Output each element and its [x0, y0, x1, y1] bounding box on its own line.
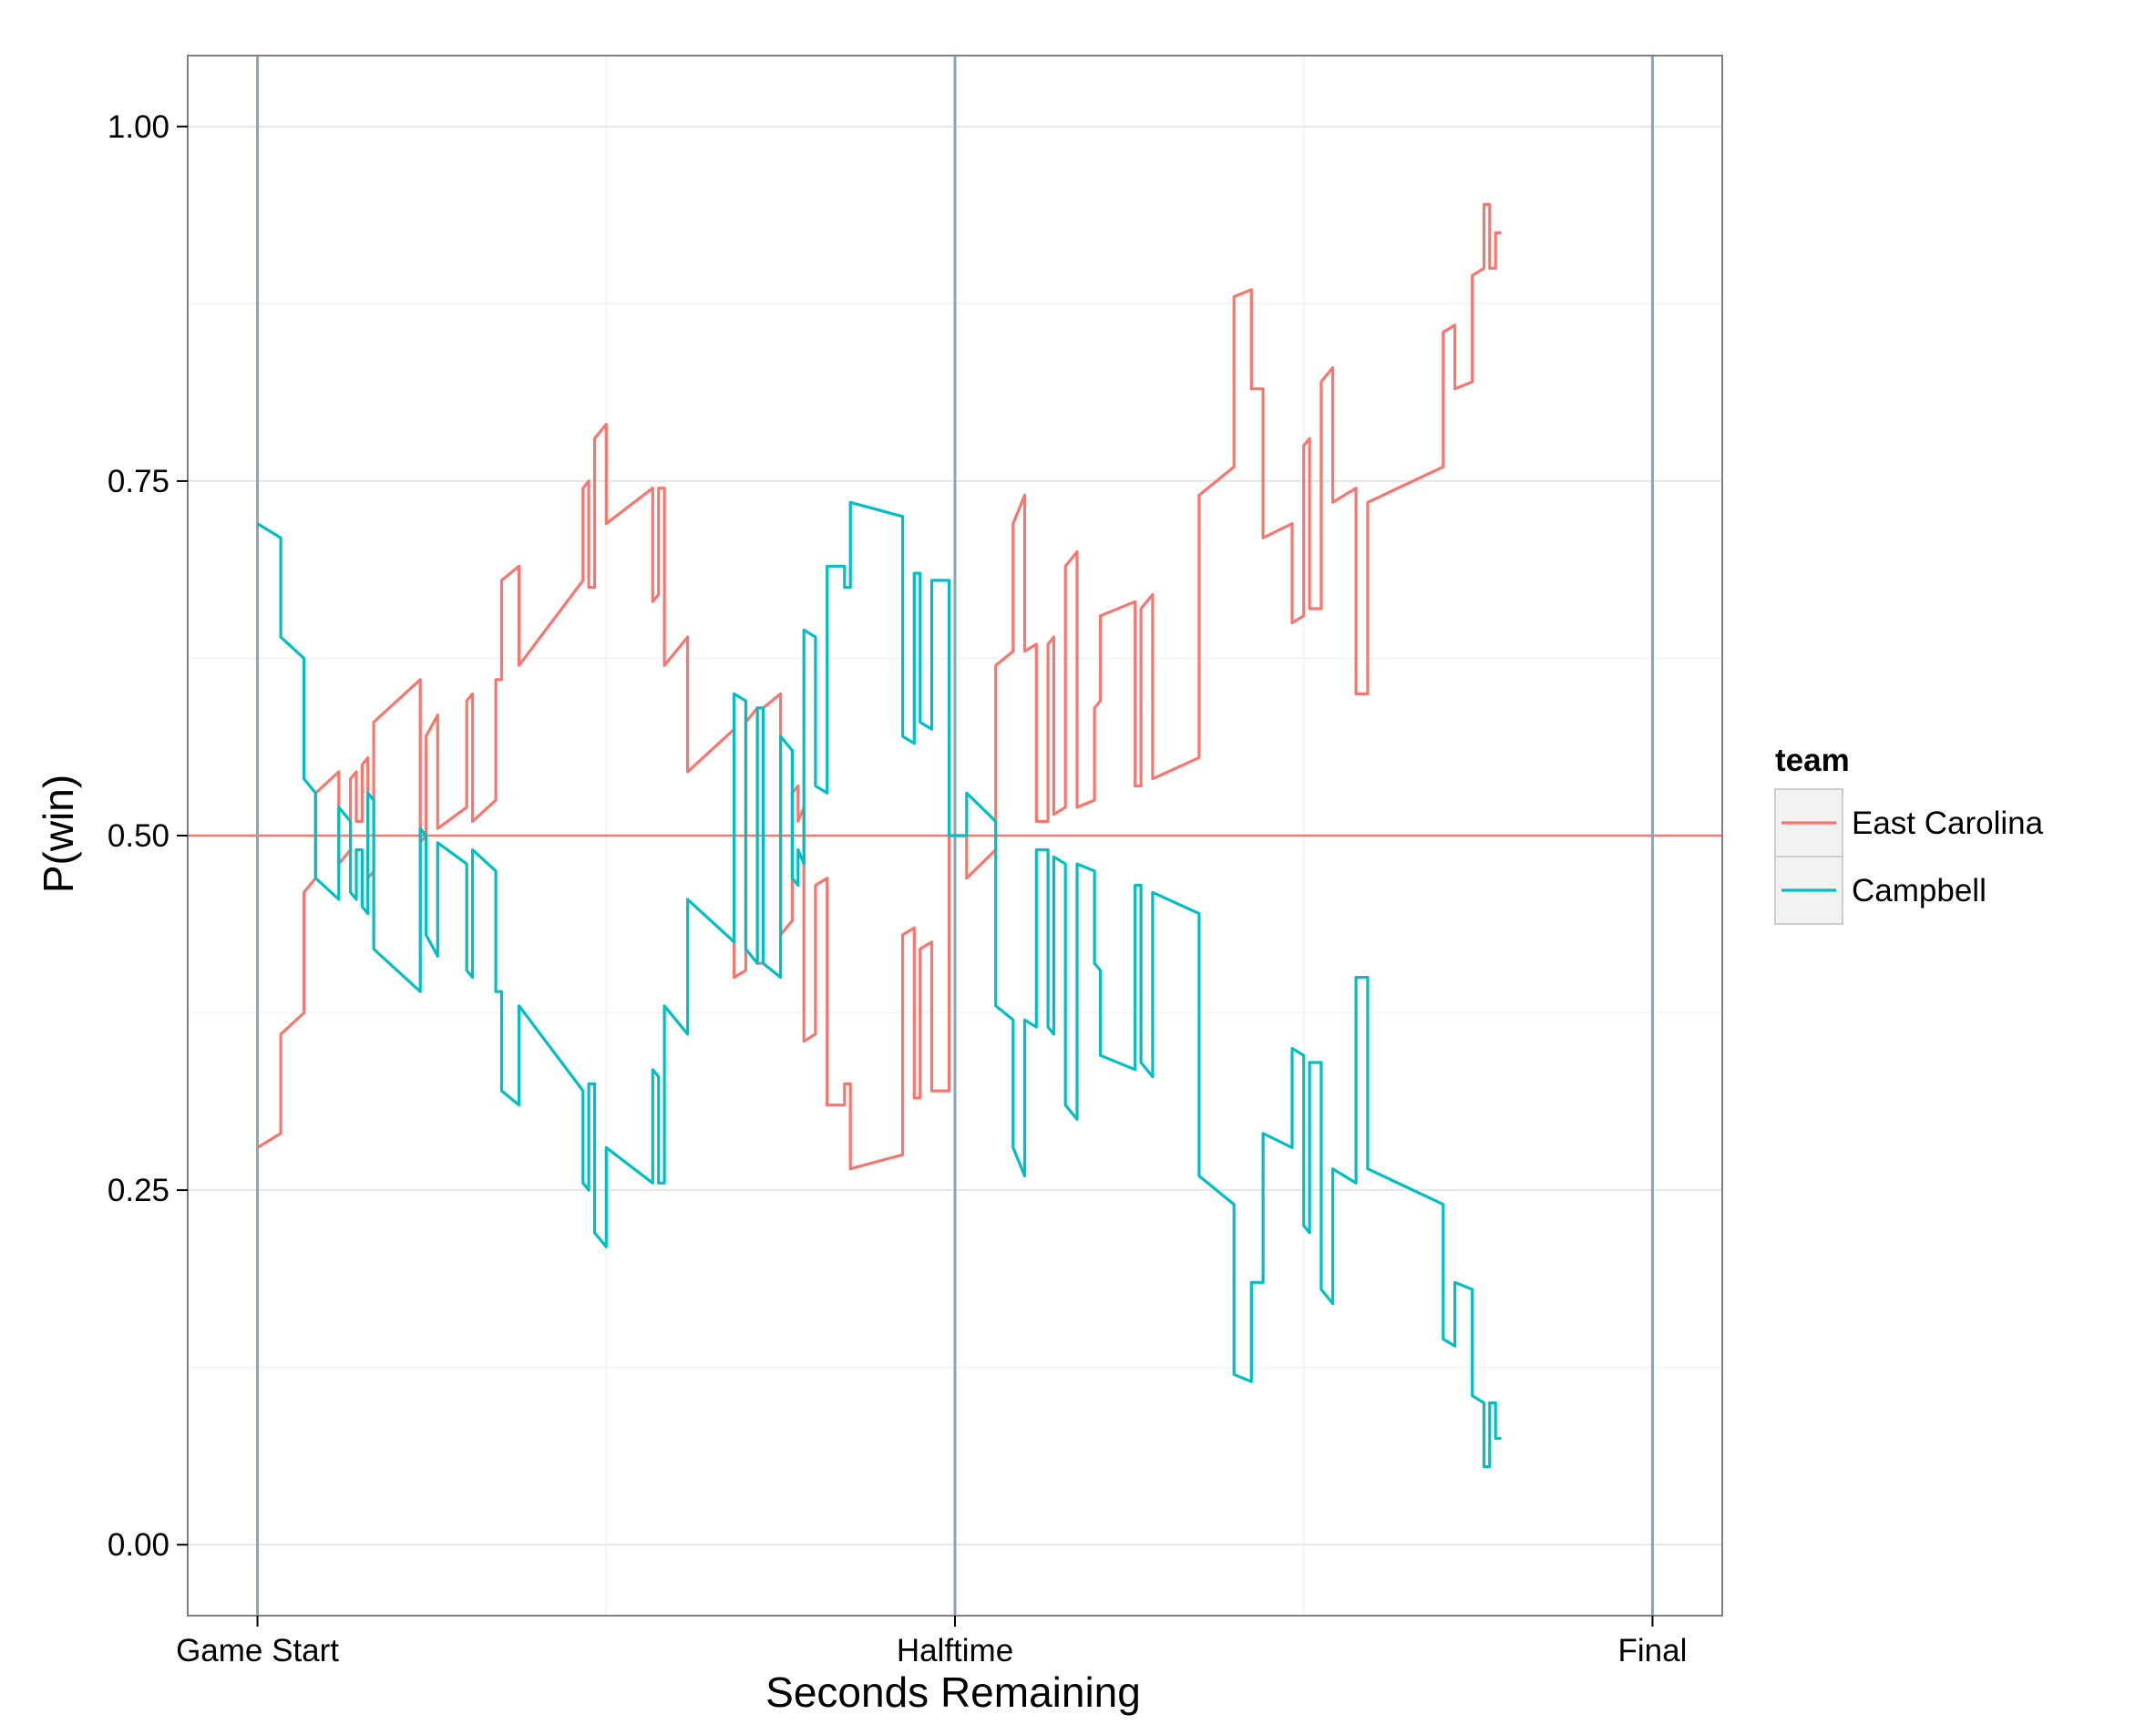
- y-tick-label: 0.50: [108, 818, 169, 854]
- series-line-east-carolina: [256, 202, 1502, 1171]
- series-line-campbell: [256, 500, 1502, 1469]
- legend-label: East Carolina: [1852, 806, 2044, 841]
- y-tick-label: 0.00: [108, 1527, 169, 1563]
- legend-label: Campbell: [1852, 873, 1987, 909]
- y-axis: 0.00 0.25 0.50 0.75 1.00: [108, 109, 188, 1563]
- legend: team East Carolina Campbell: [1774, 743, 2044, 925]
- plot-area: [187, 55, 1723, 1617]
- y-tick-label: 1.00: [108, 109, 169, 145]
- x-tick-label: Halftime: [897, 1633, 1013, 1668]
- y-tick-label: 0.75: [108, 464, 169, 499]
- x-tick-label: Game Start: [176, 1633, 339, 1668]
- y-tick-label: 0.25: [108, 1173, 169, 1208]
- x-axis-title: Seconds Remaining: [765, 1668, 1141, 1716]
- x-axis: Game Start Halftime Final: [176, 1616, 1687, 1668]
- y-axis-title: P(win): [35, 775, 82, 893]
- legend-entries: East Carolina Campbell: [1774, 788, 2044, 925]
- legend-title: team: [1775, 743, 1850, 778]
- x-tick-label: Final: [1618, 1633, 1688, 1668]
